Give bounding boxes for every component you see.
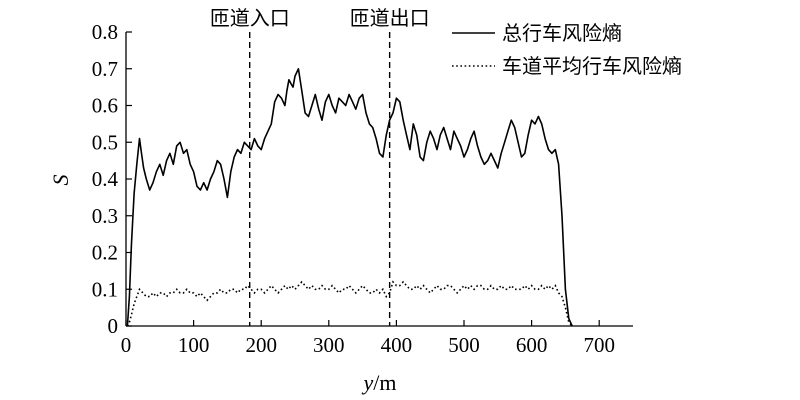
- x-tick-label: 200: [245, 333, 277, 357]
- y-tick-label: 0.5: [92, 130, 118, 154]
- y-tick-label: 0: [108, 314, 119, 338]
- x-tick-label: 700: [583, 333, 615, 357]
- y-tick-label: 0.2: [92, 241, 118, 265]
- legend: 总行车风险熵 车道平均行车风险熵: [452, 21, 682, 78]
- legend-label-lane-average: 车道平均行车风险熵: [502, 54, 682, 78]
- annotation-markers: 匝道入口 匝道出口: [210, 6, 430, 326]
- y-ticks: 0 0.1 0.2 0.3 0.4 0.5 0.6 0.7 0.8: [92, 20, 132, 338]
- y-tick-label: 0.6: [92, 94, 118, 118]
- x-tick-label: 600: [516, 333, 548, 357]
- x-tick-label: 0: [121, 333, 132, 357]
- x-tick-label: 400: [381, 333, 413, 357]
- y-tick-label: 0.4: [92, 167, 119, 191]
- y-axis-title: S: [48, 175, 73, 186]
- x-tick-label: 100: [178, 333, 210, 357]
- series-lines: [126, 68, 573, 327]
- ramp-entrance-label: 匝道入口: [210, 6, 290, 30]
- y-tick-label: 0.7: [92, 57, 118, 81]
- x-axis-title: y/m: [362, 370, 397, 395]
- y-tick-label: 0.3: [92, 204, 118, 228]
- ramp-exit-label: 匝道出口: [350, 6, 430, 30]
- x-tick-label: 300: [313, 333, 345, 357]
- series-total-risk-entropy: [126, 68, 573, 327]
- y-tick-label: 0.8: [92, 20, 118, 44]
- y-tick-label: 0.1: [92, 277, 118, 301]
- legend-label-total: 总行车风险熵: [502, 21, 622, 45]
- x-tick-label: 500: [448, 333, 480, 357]
- series-lane-average-risk-entropy: [126, 280, 573, 327]
- x-ticks: 0 100 200 300 400 500 600 700: [121, 320, 615, 357]
